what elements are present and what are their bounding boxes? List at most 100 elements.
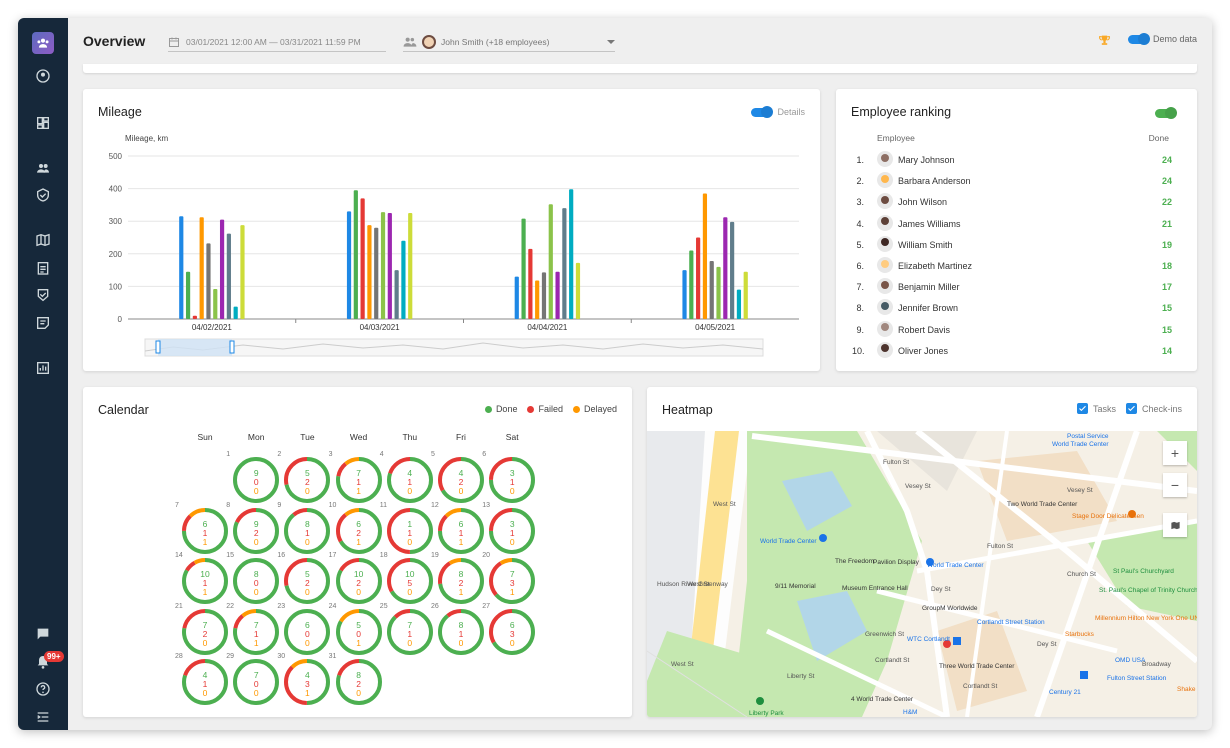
- calendar-day[interactable]: 14 10 1 1: [175, 552, 231, 607]
- trophy-icon[interactable]: [1098, 34, 1111, 52]
- calendar-card: Calendar Done Failed Delayed Sun Mon Tue Wed T…: [83, 387, 632, 717]
- employees-icon[interactable]: [33, 158, 53, 178]
- employee-name: Benjamin Miller: [898, 282, 960, 293]
- calendar-day[interactable]: 21 7 2 0: [175, 603, 231, 658]
- calendar-day[interactable]: 19 8 2 1: [431, 552, 487, 607]
- calendar-day[interactable]: 24 5 0 1: [329, 603, 385, 658]
- bar: [226, 233, 231, 319]
- day-ring: [386, 507, 433, 554]
- map-label: Vesey St: [1067, 487, 1093, 494]
- delayed-value: 0: [407, 637, 413, 648]
- chat-icon[interactable]: [33, 624, 53, 644]
- delayed-value: 0: [305, 587, 310, 597]
- tasks-shield-icon[interactable]: [33, 285, 53, 305]
- calendar-day[interactable]: 25 7 1 0: [380, 603, 436, 658]
- calendar-day[interactable]: 23 6 0 0: [277, 603, 333, 658]
- delayed-value: 1: [253, 637, 259, 648]
- map-layers-icon[interactable]: [1163, 513, 1187, 537]
- ranking-row[interactable]: 3. John Wilson 22: [852, 192, 1172, 212]
- employee-selector[interactable]: John Smith (+18 employees): [403, 32, 615, 52]
- profile-icon[interactable]: [33, 66, 53, 86]
- notes-icon[interactable]: [33, 313, 53, 333]
- app-logo-icon[interactable]: [32, 32, 54, 54]
- calendar-day[interactable]: 22 7 1 1: [226, 603, 282, 658]
- location-check-icon[interactable]: [33, 185, 53, 205]
- failed-value: 2: [356, 679, 361, 689]
- calendar-day[interactable]: 11 1 1 0: [380, 502, 436, 557]
- ranking-row[interactable]: 1. Mary Johnson 24: [852, 150, 1172, 170]
- dashboard-icon[interactable]: [33, 113, 53, 133]
- employee-avatar: [877, 235, 893, 252]
- ranking-row[interactable]: 10. Oliver Jones 14: [852, 341, 1172, 361]
- calendar-day[interactable]: 26 8 1 0: [431, 603, 487, 658]
- bar: [541, 272, 547, 319]
- map-icon[interactable]: [33, 230, 53, 250]
- calendar-day[interactable]: 16 5 2 0: [277, 552, 333, 607]
- day-ring: [233, 507, 280, 554]
- calendar-day[interactable]: 12 6 1 1: [431, 502, 487, 557]
- ranking-row[interactable]: 7. Benjamin Miller 17: [852, 277, 1172, 297]
- done-value: 8: [253, 569, 259, 579]
- ranking-row[interactable]: 5. William Smith 19: [852, 235, 1172, 255]
- calendar-day[interactable]: 30 4 3 1: [277, 653, 333, 708]
- calendar-day[interactable]: 28 4 1 0: [175, 653, 231, 708]
- calendar-day[interactable]: 18 10 5 0: [380, 552, 436, 607]
- ranking-row[interactable]: 8. Jennifer Brown 15: [852, 298, 1172, 318]
- failed-value: 5: [407, 578, 413, 588]
- day-number: 28: [175, 653, 183, 660]
- ranking-switch[interactable]: [1155, 109, 1175, 118]
- ranking-row[interactable]: 4. James Williams 21: [852, 214, 1172, 234]
- zoom-out-button[interactable]: −: [1163, 473, 1187, 497]
- checkins-checkbox[interactable]: Check-ins: [1125, 403, 1182, 414]
- date-range-picker[interactable]: 03/01/2021 12:00 AM — 03/31/2021 11:59 P…: [168, 32, 386, 52]
- done-value: 9: [253, 468, 259, 478]
- bar: [346, 211, 352, 319]
- details-switch[interactable]: [751, 107, 772, 117]
- calendar-day[interactable]: 27 6 3 0: [482, 603, 538, 658]
- calendar-day[interactable]: 13 3 1 0: [482, 502, 538, 557]
- ranking-row[interactable]: 2. Barbara Anderson 24: [852, 171, 1172, 191]
- calendar-day[interactable]: 10 6 2 1: [329, 502, 385, 557]
- tasks-checkbox[interactable]: Tasks: [1076, 403, 1116, 414]
- map-label: World Trade Center: [927, 562, 984, 569]
- navigator-handle-left[interactable]: [155, 340, 161, 354]
- demo-data-toggle[interactable]: Demo data: [1128, 34, 1197, 44]
- rank-number: 10.: [852, 345, 865, 356]
- calendar-day[interactable]: 15 8 0 0: [226, 552, 282, 607]
- demo-data-switch[interactable]: [1128, 34, 1148, 44]
- page-title: Overview: [83, 33, 146, 49]
- collapse-menu-icon[interactable]: [33, 707, 53, 727]
- calendar-day[interactable]: 31 8 2 0: [329, 653, 385, 708]
- help-icon[interactable]: [33, 679, 53, 699]
- reports-icon[interactable]: [33, 358, 53, 378]
- calendar-day[interactable]: 29 7 0 0: [226, 653, 282, 708]
- clipboard-icon[interactable]: [33, 258, 53, 278]
- done-value: 10: [200, 569, 210, 579]
- map-label: Fulton St: [987, 543, 1014, 550]
- bar: [548, 204, 553, 319]
- map-view[interactable]: World Trade Center Postal Service World Tr…: [647, 431, 1197, 717]
- navigator-handle-right[interactable]: [229, 340, 235, 354]
- calendar-day[interactable]: 20 7 3 1: [482, 552, 538, 607]
- details-toggle[interactable]: Details: [751, 107, 805, 117]
- rank-number: 2.: [856, 176, 864, 187]
- day-ring: [335, 558, 382, 604]
- ranking-row[interactable]: 6. Elizabeth Martinez 18: [852, 256, 1172, 276]
- calendar-day[interactable]: 17 10 2 0: [329, 552, 385, 607]
- bar: [185, 271, 191, 319]
- day-number: 13: [482, 501, 490, 509]
- ranking-row[interactable]: 9. Robert Davis 15: [852, 320, 1172, 340]
- map-label: Stage Door Delicatessen: [1072, 513, 1144, 520]
- zoom-in-button[interactable]: +: [1163, 441, 1187, 465]
- delayed-value: 0: [253, 587, 259, 597]
- navigator-selection: [158, 339, 232, 356]
